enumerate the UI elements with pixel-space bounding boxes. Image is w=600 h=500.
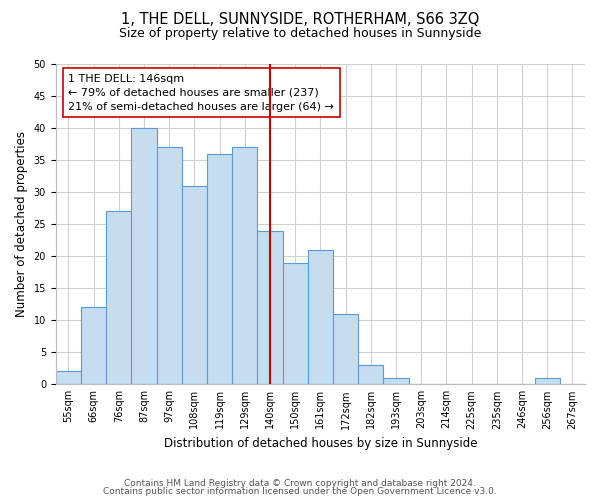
Bar (308, 250, 333, 384)
Bar (535, 378, 560, 384)
Bar (257, 230, 283, 384)
Bar (207, 154, 232, 384)
Bar (131, 128, 157, 384)
Bar (106, 212, 131, 384)
Bar (283, 262, 308, 384)
Bar (81, 308, 106, 384)
Bar (333, 314, 358, 384)
Bar (232, 148, 257, 384)
Text: Contains public sector information licensed under the Open Government Licence v3: Contains public sector information licen… (103, 487, 497, 496)
Bar (157, 148, 182, 384)
Bar (56, 372, 81, 384)
X-axis label: Distribution of detached houses by size in Sunnyside: Distribution of detached houses by size … (164, 437, 477, 450)
Y-axis label: Number of detached properties: Number of detached properties (15, 131, 28, 317)
Text: 1 THE DELL: 146sqm
← 79% of detached houses are smaller (237)
21% of semi-detach: 1 THE DELL: 146sqm ← 79% of detached hou… (68, 74, 334, 112)
Bar (358, 365, 383, 384)
Text: Contains HM Land Registry data © Crown copyright and database right 2024.: Contains HM Land Registry data © Crown c… (124, 478, 476, 488)
Text: 1, THE DELL, SUNNYSIDE, ROTHERHAM, S66 3ZQ: 1, THE DELL, SUNNYSIDE, ROTHERHAM, S66 3… (121, 12, 479, 28)
Text: Size of property relative to detached houses in Sunnyside: Size of property relative to detached ho… (119, 28, 481, 40)
Bar (182, 186, 207, 384)
Bar (383, 378, 409, 384)
